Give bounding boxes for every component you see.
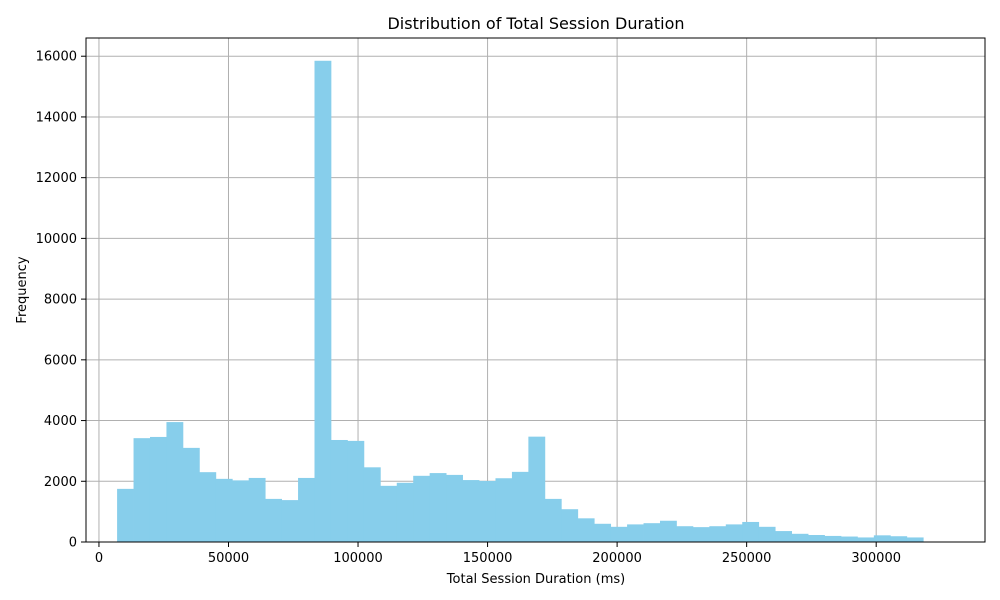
x-axis-label: Total Session Duration (ms)	[446, 572, 625, 587]
x-tick-label: 50000	[208, 551, 249, 566]
histogram-bar	[610, 526, 628, 542]
histogram-bar	[182, 447, 200, 542]
histogram-bar	[479, 480, 496, 542]
histogram-bar	[676, 526, 694, 542]
histogram-bar	[429, 473, 447, 542]
histogram-bar	[791, 533, 809, 542]
histogram-bar	[511, 471, 529, 542]
histogram-bar	[906, 537, 924, 542]
y-tick-label: 4000	[44, 414, 77, 429]
histogram-bar	[347, 440, 365, 542]
histogram-bar	[330, 439, 348, 542]
histogram-bar	[117, 488, 134, 542]
histogram-bar	[363, 467, 381, 542]
chart-title: Distribution of Total Session Duration	[387, 14, 684, 33]
histogram-bar	[215, 478, 233, 542]
histogram-bar	[824, 535, 842, 542]
y-tick-label: 16000	[36, 50, 77, 65]
x-tick-label: 100000	[333, 551, 383, 566]
histogram-bar	[890, 536, 908, 542]
y-axis-label: Frequency	[15, 256, 30, 323]
histogram-bar	[528, 436, 546, 542]
histogram-bar	[544, 498, 562, 542]
histogram-bar	[594, 523, 612, 542]
histogram-bar	[758, 526, 776, 542]
histogram-bar	[298, 477, 315, 542]
x-tick-label: 200000	[592, 551, 642, 566]
y-tick-label: 12000	[36, 171, 77, 186]
y-tick-label: 0	[69, 536, 77, 551]
ticks-layer: 0 50000 100000 150000 200000 250000 300000 0 200…	[36, 50, 901, 566]
histogram-bar	[199, 472, 217, 542]
y-tick-label: 6000	[44, 353, 77, 368]
histogram-bar	[692, 527, 710, 542]
y-tick-label: 14000	[36, 110, 77, 125]
histogram-bar	[446, 474, 463, 542]
histogram-bar	[627, 524, 644, 542]
x-tick-label: 300000	[851, 551, 901, 566]
histogram-bar	[166, 422, 184, 542]
y-tick-label: 2000	[44, 475, 77, 490]
histogram-bar	[742, 521, 760, 542]
histogram-bar	[808, 535, 825, 542]
axes-frame	[85, 37, 986, 543]
histogram-bar	[265, 498, 283, 542]
histogram-bar	[232, 480, 250, 542]
histogram-bar	[248, 477, 266, 542]
histogram-bar	[659, 520, 677, 542]
histogram-bar	[462, 480, 480, 542]
histogram-bar	[643, 523, 661, 542]
x-tick-label: 0	[95, 551, 103, 566]
y-tick-label: 8000	[44, 293, 77, 308]
x-tick-label: 150000	[463, 551, 513, 566]
histogram-bar	[725, 524, 743, 542]
histogram-bar	[314, 60, 332, 542]
plot-frame	[85, 37, 986, 543]
histogram-bar	[396, 482, 414, 542]
histogram-bar	[857, 537, 875, 542]
histogram-bar	[413, 475, 431, 542]
y-tick-label: 10000	[36, 232, 77, 247]
histogram-bar	[149, 436, 167, 542]
histogram-bar	[133, 438, 151, 542]
histogram-bar	[840, 536, 858, 542]
histogram-bar	[281, 500, 299, 542]
x-tick-label: 250000	[722, 551, 772, 566]
histogram-bar	[561, 509, 579, 542]
bars-layer	[117, 60, 924, 542]
histogram-bar	[775, 531, 792, 542]
histogram-bar	[709, 526, 727, 542]
histogram-bar	[495, 478, 513, 542]
histogram-bar	[380, 485, 398, 542]
histogram-bar	[873, 535, 891, 542]
histogram-bar	[577, 518, 595, 542]
